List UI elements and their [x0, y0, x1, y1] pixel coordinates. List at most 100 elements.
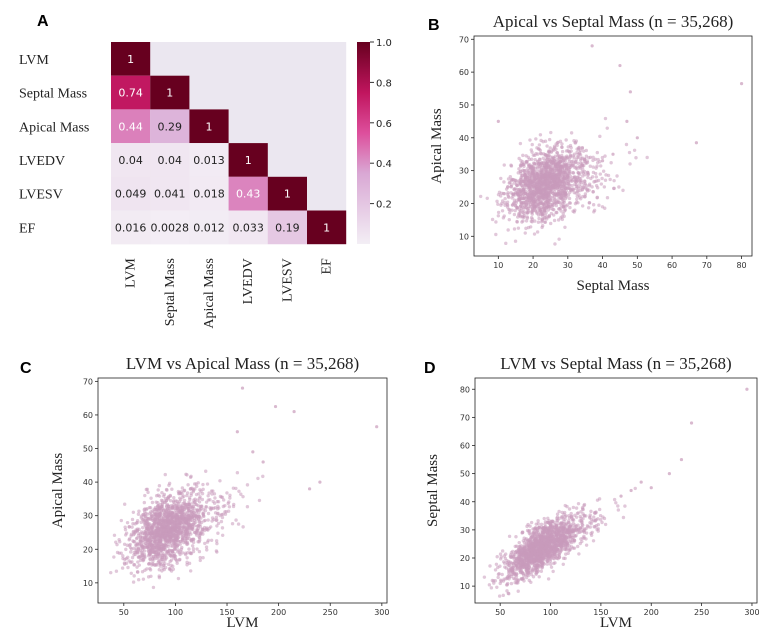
data-point [571, 154, 575, 158]
heatmap-cell-value: 1 [206, 120, 213, 133]
data-point [523, 551, 528, 555]
data-point [540, 561, 544, 565]
data-point [132, 553, 136, 557]
data-point [592, 515, 596, 519]
data-point [122, 502, 127, 506]
data-point [545, 144, 549, 148]
data-point [519, 558, 523, 562]
data-point [174, 542, 178, 546]
data-point [545, 217, 549, 221]
data-point [150, 518, 155, 522]
heatmap-row-label: Apical Mass [19, 120, 89, 135]
data-point [538, 157, 542, 162]
data-point [544, 545, 548, 550]
data-point [131, 522, 135, 526]
plot-title: Apical vs Septal Mass (n = 35,268) [493, 12, 733, 31]
data-point [245, 505, 250, 509]
data-point [547, 193, 551, 197]
data-point [140, 544, 144, 548]
data-point [537, 525, 541, 529]
data-point [534, 526, 538, 530]
data-point [198, 555, 202, 560]
data-point [529, 536, 533, 540]
x-tick-label: 50 [119, 608, 129, 617]
data-point [504, 187, 509, 191]
data-point [127, 537, 132, 541]
outlier-point [649, 486, 653, 490]
data-point [591, 158, 595, 163]
data-point [552, 167, 556, 171]
data-point [160, 490, 164, 495]
x-tick-label: 250 [694, 608, 709, 617]
data-point [551, 556, 556, 560]
x-tick-label: 300 [744, 608, 759, 617]
data-point [571, 163, 576, 168]
data-point [171, 512, 175, 517]
data-point [490, 217, 495, 222]
data-point [585, 524, 590, 528]
data-point [573, 513, 577, 518]
data-point [203, 518, 207, 523]
data-point [147, 532, 152, 536]
data-point [576, 544, 580, 549]
data-point [529, 540, 533, 544]
x-tick-label: 100 [168, 608, 183, 617]
data-point [187, 547, 191, 551]
data-point [485, 196, 489, 200]
data-point [520, 547, 524, 551]
data-point [585, 160, 590, 165]
data-point [560, 155, 565, 160]
data-point [595, 164, 599, 168]
x-tick-label: 60 [667, 261, 677, 270]
data-point [146, 575, 151, 579]
data-point [529, 520, 534, 525]
plot-title: LVM vs Apical Mass (n = 35,268) [126, 354, 359, 373]
data-point [515, 219, 519, 224]
data-point [150, 514, 154, 518]
data-point [520, 168, 525, 172]
data-point [528, 166, 533, 170]
data-point [504, 583, 509, 587]
data-point [578, 197, 583, 201]
y-tick-label: 50 [459, 101, 469, 110]
data-point [509, 163, 513, 167]
data-point [219, 495, 224, 499]
data-point [558, 206, 563, 210]
data-point [510, 569, 514, 573]
data-point [199, 504, 204, 509]
data-point [499, 579, 503, 583]
data-points [478, 44, 744, 246]
data-point [559, 544, 563, 548]
data-point [185, 551, 190, 555]
data-point [565, 203, 570, 207]
data-point [555, 523, 559, 528]
data-point [594, 518, 598, 522]
data-point [545, 559, 550, 563]
data-point [487, 583, 492, 587]
data-point [158, 561, 163, 566]
data-point [558, 166, 562, 170]
data-point [129, 550, 133, 554]
x-tick-label: 40 [597, 261, 607, 270]
y-tick-label: 20 [459, 199, 469, 208]
data-point [173, 526, 178, 531]
heatmap-cell-value: 1 [166, 87, 173, 100]
data-point [555, 547, 559, 551]
data-point [608, 177, 612, 182]
y-tick-label: 40 [460, 498, 470, 507]
heatmap-cell [189, 176, 229, 211]
data-point [512, 555, 516, 559]
data-point [202, 525, 207, 530]
scatter-lvm-vs-apical: LVM vs Apical Mass (n = 35,268)LVMApical… [50, 354, 389, 631]
data-point [210, 516, 215, 520]
data-point [181, 529, 186, 533]
data-point [519, 188, 523, 192]
data-point [538, 151, 543, 155]
data-point [148, 557, 152, 562]
data-point [197, 535, 201, 539]
data-point [535, 166, 540, 170]
heatmap-cell-value: 0.29 [158, 120, 183, 133]
data-point [546, 520, 550, 525]
data-point [165, 550, 169, 554]
data-point [589, 509, 593, 514]
